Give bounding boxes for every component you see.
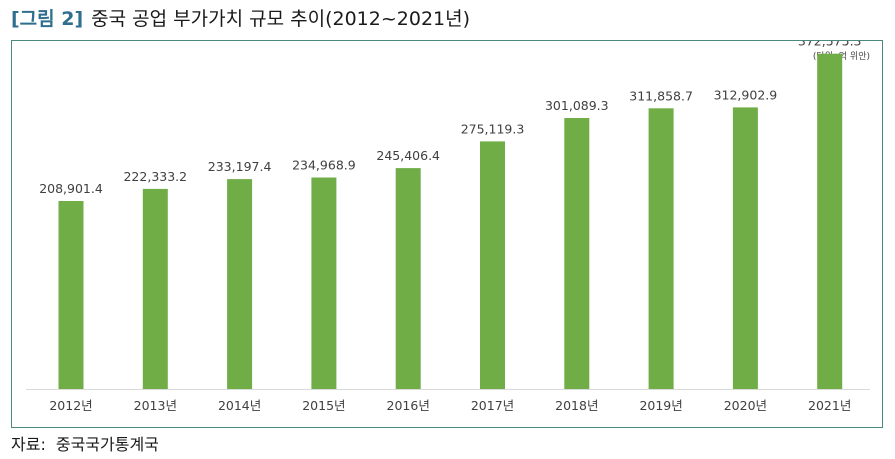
bar-value-label: 234,968.9: [292, 158, 356, 173]
bar-value-label: 208,901.4: [39, 181, 103, 196]
x-tick-label: 2013년: [134, 398, 177, 413]
x-tick-label: 2017년: [471, 398, 514, 413]
bar-value-label: 275,119.3: [461, 121, 525, 136]
x-tick-label: 2015년: [302, 398, 345, 413]
x-tick-label: 2012년: [49, 398, 92, 413]
bar-2019년: [648, 108, 674, 390]
bar-2017년: [480, 141, 505, 389]
bar-chart: 208,901.4 2012년 222,333.2 2013년 233,197.4 201…: [26, 41, 870, 413]
bar-value-label: 245,406.4: [376, 148, 440, 163]
bar-value-label: 222,333.2: [123, 169, 187, 184]
bar-2020년: [732, 107, 758, 390]
source-label: 자료:: [11, 435, 46, 454]
x-tick-label: 2021년: [808, 398, 851, 413]
bar-2012년: [58, 201, 84, 389]
x-tick-label: 2019년: [639, 398, 682, 413]
bar-2015년: [311, 177, 337, 389]
bar-value-label: 311,858.7: [629, 88, 693, 103]
bar-2021년: [817, 53, 843, 389]
x-tick-label: 2018년: [555, 398, 598, 413]
source-text: 중국국가통계국: [55, 435, 159, 454]
figure-title: [그림 2] 중국 공업 부가가치 규모 추이(2012~2021년): [11, 4, 470, 34]
bar-value-label: 301,089.3: [545, 98, 609, 113]
x-tick-label: 2014년: [218, 398, 261, 413]
chart-panel: (단위: 억 위안) 208,901.42012년222,333.22013년2…: [11, 40, 883, 428]
x-tick-label: 2016년: [387, 398, 430, 413]
bar-value-label: 372,575.3: [798, 41, 862, 49]
bar-2018년: [564, 118, 590, 389]
bar-2016년: [395, 168, 421, 389]
source-note: 자료: 중국국가통계국: [11, 434, 159, 456]
bar-value-label: 312,902.9: [714, 87, 778, 102]
bar-2013년: [142, 188, 168, 389]
figure-title-text: 중국 공업 부가가치 규모 추이(2012~2021년): [91, 8, 471, 30]
x-tick-label: 2020년: [724, 398, 767, 413]
bar-value-label: 233,197.4: [208, 159, 272, 174]
bar-2014년: [227, 179, 253, 389]
figure-label: [그림 2]: [11, 8, 84, 30]
